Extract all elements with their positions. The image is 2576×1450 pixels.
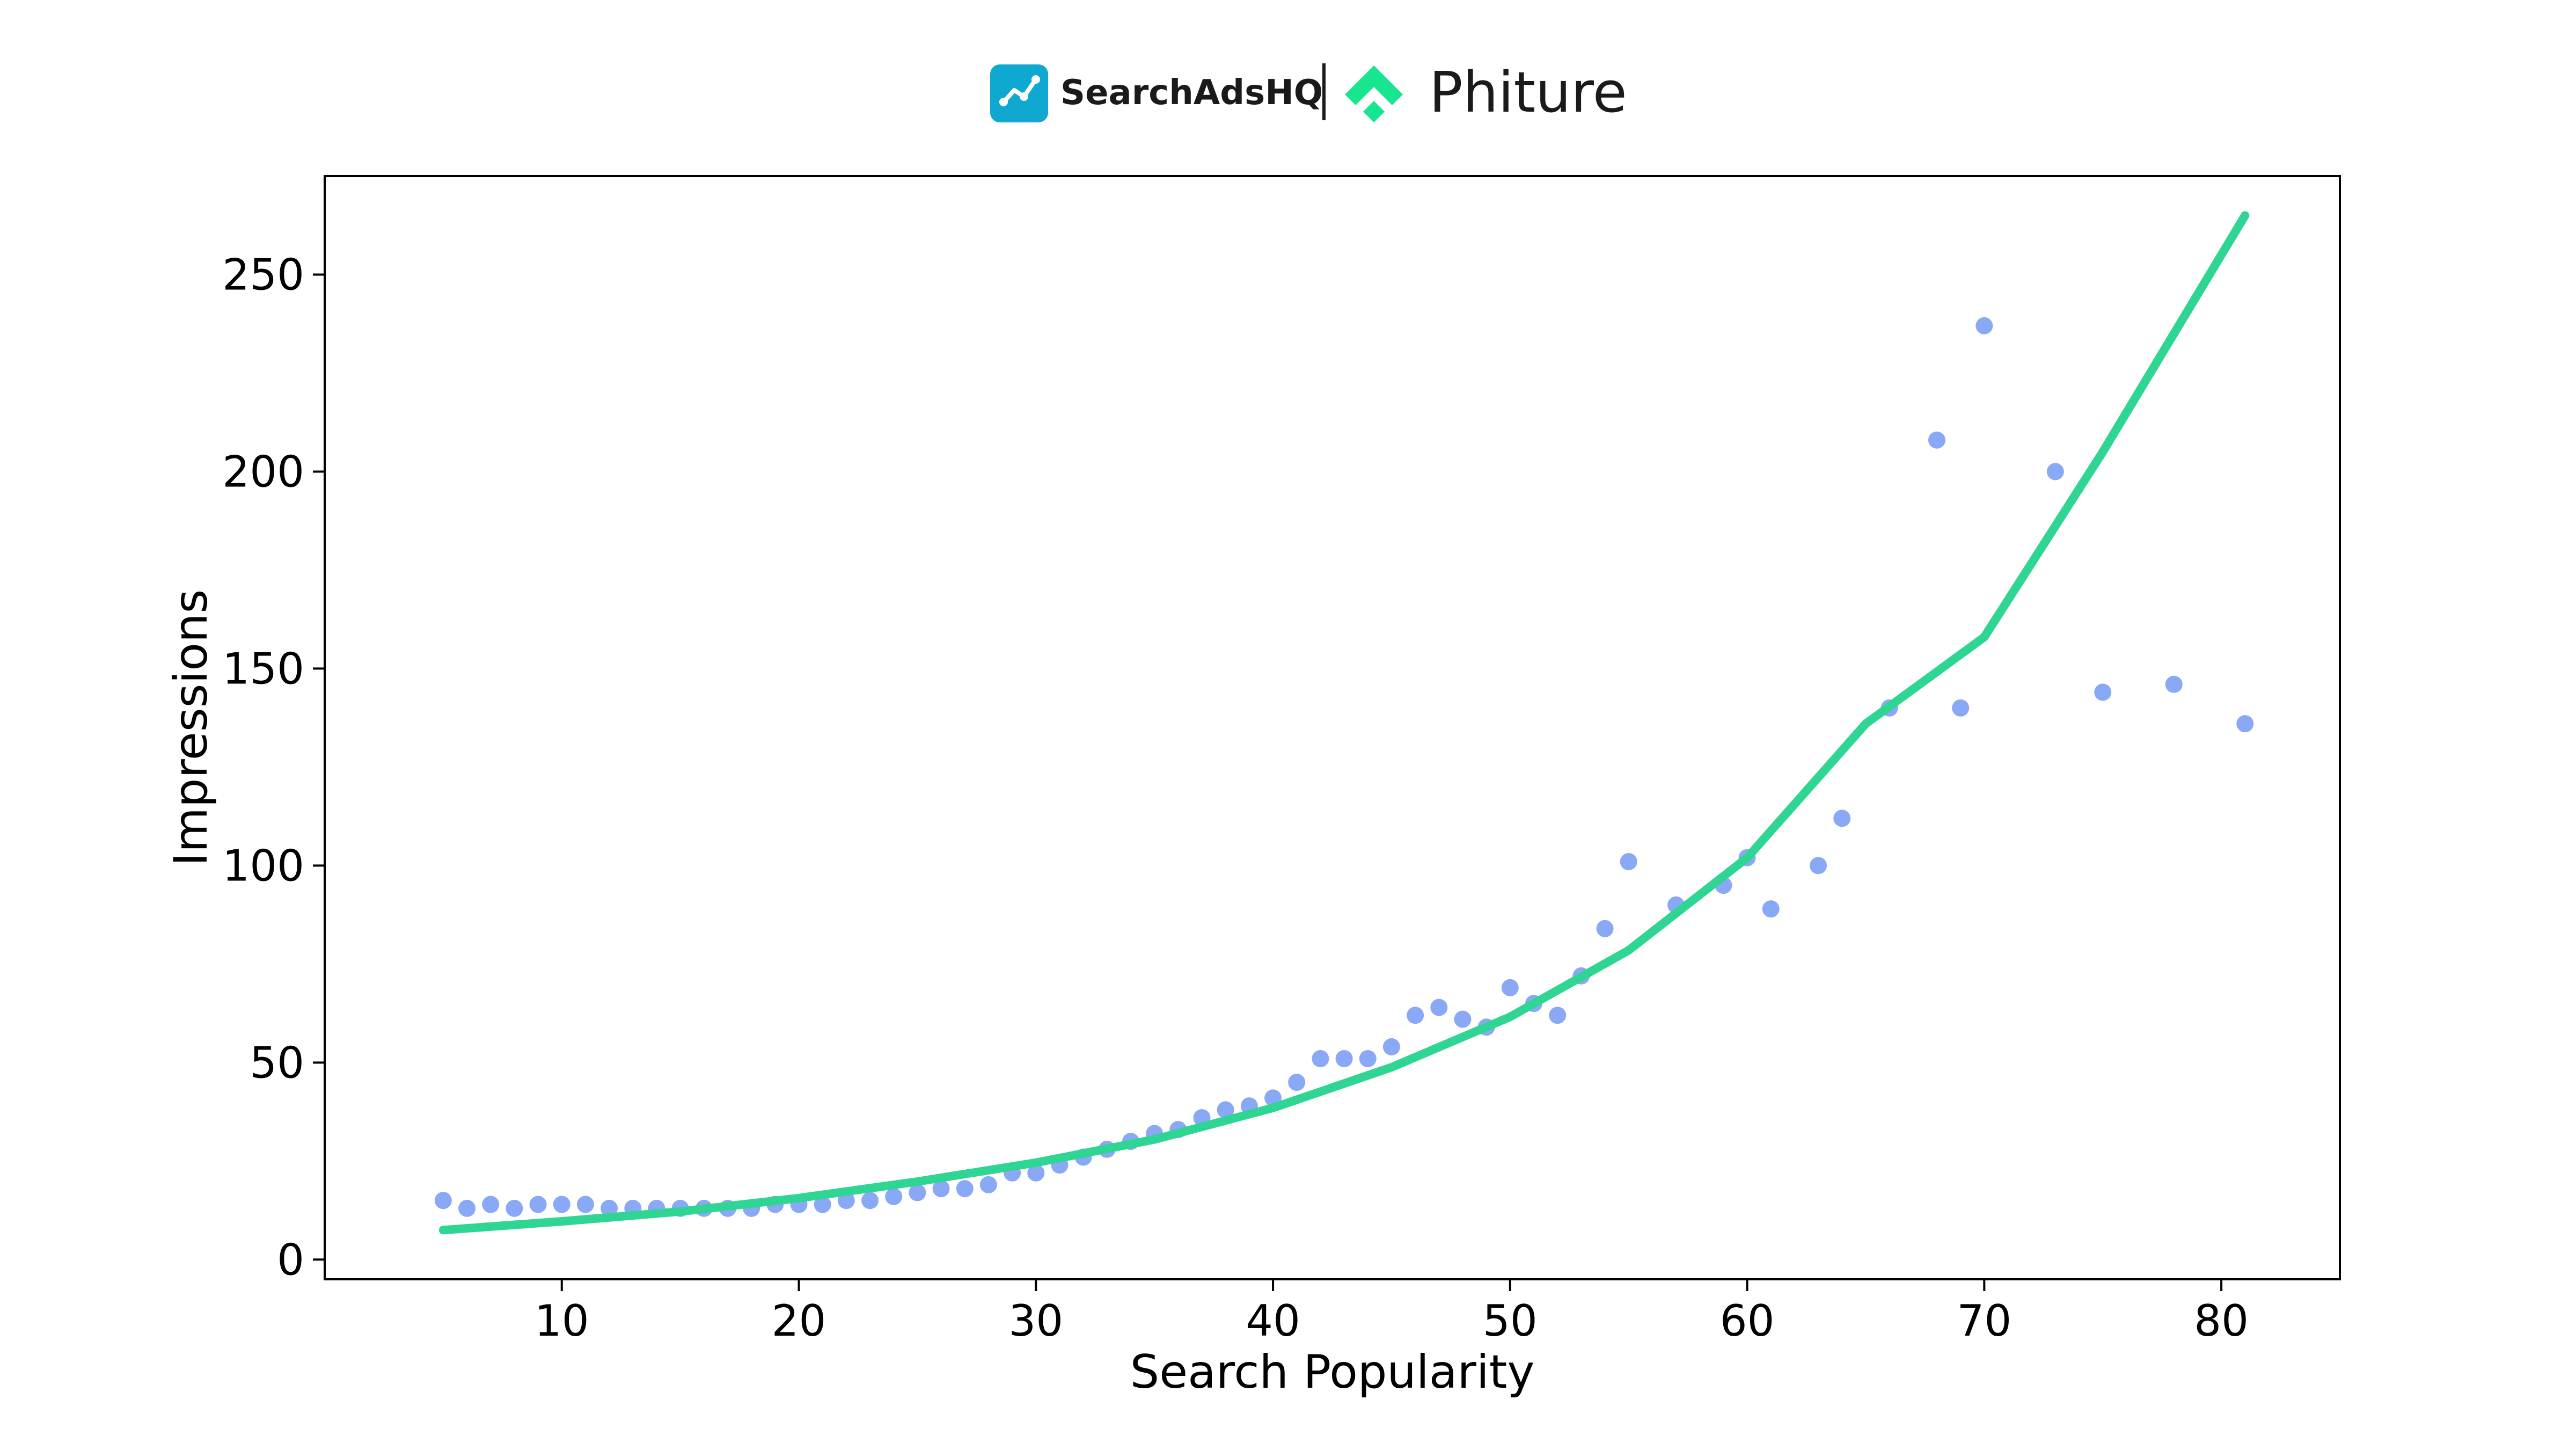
data-point — [979, 1176, 997, 1193]
searchadshq-logo-icon — [990, 64, 1048, 122]
y-axis-label: Impressions — [164, 589, 218, 866]
data-point — [1501, 979, 1519, 996]
y-axis: 0 50 100 150 200 250 — [222, 250, 325, 1285]
data-point — [909, 1184, 926, 1201]
x-tick-label: 60 — [1720, 1296, 1775, 1346]
logo-bar: SearchAdsHQ Phiture — [0, 0, 2576, 161]
data-point — [885, 1187, 903, 1205]
data-point — [1833, 810, 1851, 827]
data-point — [1312, 1050, 1329, 1067]
x-tick-label: 10 — [535, 1296, 589, 1346]
x-tick-label: 70 — [1957, 1296, 2011, 1346]
data-point — [1382, 1038, 1400, 1055]
x-tick-label: 30 — [1008, 1296, 1063, 1346]
y-tick-label: 250 — [222, 250, 304, 300]
y-tick-label: 200 — [222, 447, 304, 497]
y-tick-label: 0 — [277, 1235, 304, 1285]
data-point — [2165, 675, 2183, 693]
data-point — [1952, 699, 1970, 717]
data-point — [1217, 1101, 1234, 1119]
logo-svg: SearchAdsHQ Phiture — [990, 60, 1627, 125]
data-point — [861, 1192, 879, 1209]
data-point — [1975, 317, 1993, 334]
x-tick-label: 40 — [1246, 1296, 1300, 1346]
fit-curve — [438, 211, 2250, 1235]
data-point — [434, 1192, 452, 1209]
x-axis: 10 20 30 40 50 60 70 80 — [535, 1279, 2249, 1346]
data-point — [1407, 1007, 1424, 1024]
y-tick-label: 50 — [250, 1038, 304, 1088]
data-point — [1620, 853, 1637, 871]
data-point — [1430, 999, 1448, 1016]
data-point — [553, 1196, 570, 1213]
data-point — [1549, 1007, 1567, 1024]
data-point — [1027, 1164, 1045, 1182]
data-point — [1762, 900, 1780, 918]
scatter-points — [434, 317, 2254, 1217]
x-tick-label: 20 — [772, 1296, 826, 1346]
data-point — [458, 1199, 476, 1217]
data-point — [1810, 857, 1827, 875]
data-point — [2046, 463, 2064, 480]
data-point — [932, 1180, 950, 1198]
data-point — [1359, 1050, 1377, 1067]
y-tick-label: 150 — [222, 644, 304, 694]
data-point — [814, 1196, 831, 1213]
data-point — [482, 1196, 500, 1213]
data-point — [576, 1196, 594, 1213]
data-point — [1454, 1010, 1472, 1028]
data-point — [1335, 1050, 1353, 1067]
phiture-logo-icon — [1345, 65, 1403, 122]
data-point — [506, 1199, 523, 1217]
x-tick-label: 80 — [2194, 1296, 2249, 1346]
plot-frame — [324, 175, 2341, 1280]
data-point — [1288, 1074, 1306, 1091]
data-point — [2094, 683, 2112, 701]
y-tick-label: 100 — [222, 841, 304, 891]
phiture-brand-name: Phiture — [1429, 60, 1627, 125]
x-tick-label: 50 — [1483, 1296, 1538, 1346]
data-point — [2236, 715, 2254, 733]
x-axis-label: Search Popularity — [1130, 1345, 1535, 1399]
data-point — [601, 1199, 618, 1217]
data-point — [529, 1196, 547, 1213]
data-point — [1928, 431, 1945, 449]
data-point — [1596, 920, 1614, 937]
data-point — [956, 1180, 974, 1198]
searchadshq-brand-name: SearchAdsHQ — [1060, 73, 1323, 113]
